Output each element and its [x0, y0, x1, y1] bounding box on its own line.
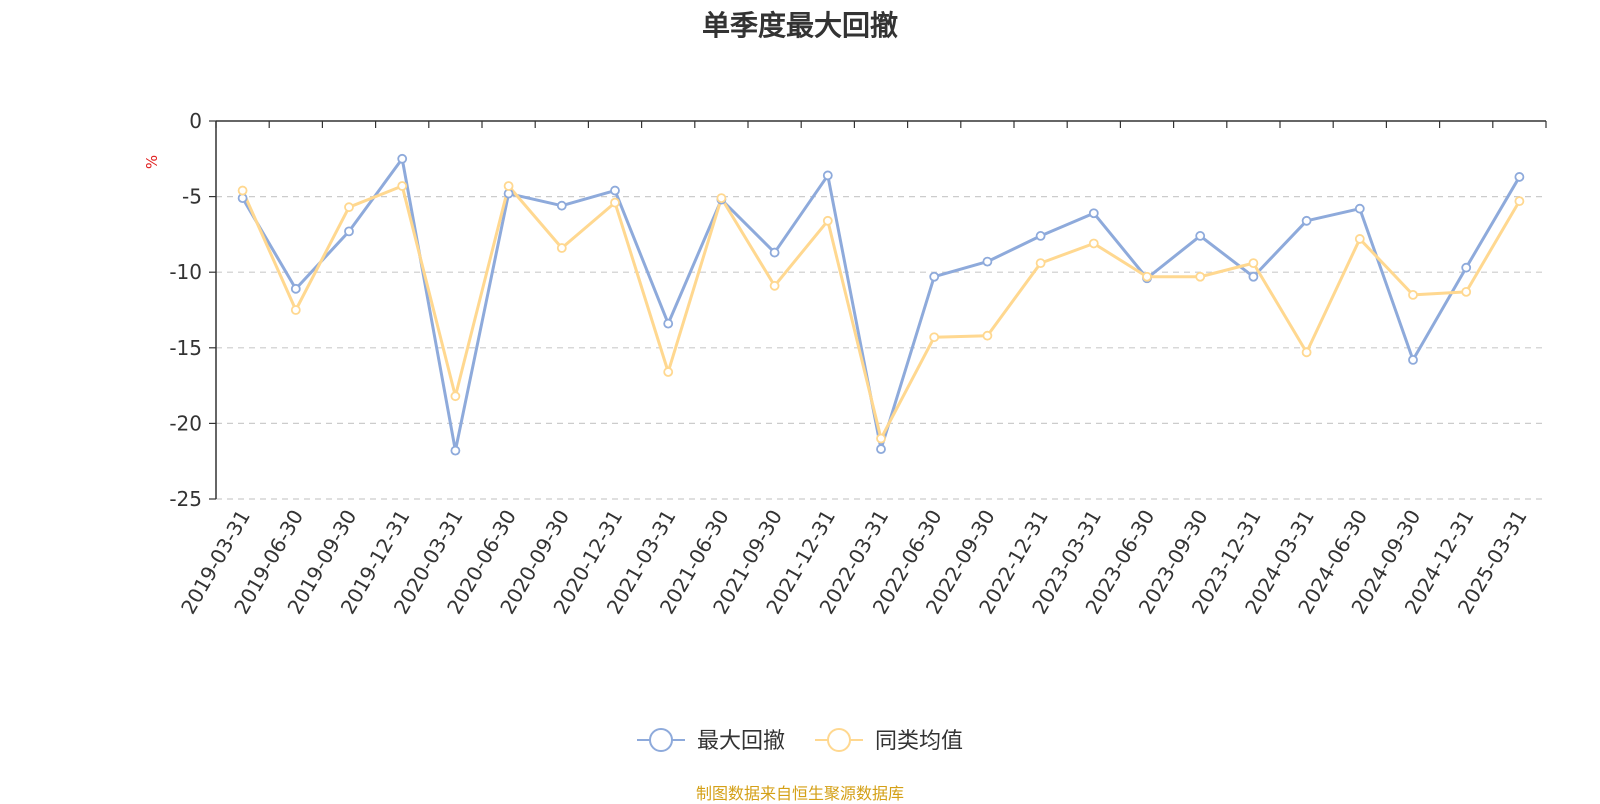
- legend-marker-2: [827, 728, 851, 752]
- y-axis-label: %: [143, 155, 161, 169]
- data-point-series-2: [1354, 234, 1365, 244]
- data-point-series-1: [822, 170, 833, 181]
- data-point-series-1: [610, 185, 620, 196]
- y-tick-label: 0: [189, 109, 202, 133]
- data-point-series-2: [1035, 258, 1046, 269]
- data-point-series-1: [344, 226, 354, 237]
- y-tick-label: -5: [182, 185, 202, 209]
- data-point-series-2: [1195, 271, 1206, 282]
- data-point-series-1: [1408, 354, 1418, 365]
- data-point-series-1: [663, 318, 674, 329]
- chart-title: 单季度最大回撤: [701, 9, 898, 42]
- data-point-series-2: [929, 332, 940, 343]
- data-point-series-1: [1248, 271, 1259, 282]
- data-point-series-1: [556, 200, 567, 211]
- data-point-series-1: [1514, 172, 1525, 182]
- data-point-series-2: [1142, 271, 1152, 282]
- data-point-series-2: [610, 197, 620, 208]
- data-point-series-1: [1195, 231, 1206, 241]
- data-point-series-2: [822, 215, 833, 226]
- data-point-series-1: [1461, 262, 1472, 273]
- data-point-series-1: [769, 247, 780, 258]
- y-tick-label: -10: [169, 260, 202, 284]
- data-point-series-2: [397, 181, 408, 191]
- data-point-series-2: [503, 181, 514, 191]
- data-point-series-2: [556, 243, 567, 253]
- data-point-series-1: [1035, 231, 1046, 241]
- data-point-series-2: [237, 185, 248, 196]
- data-point-series-1: [1088, 208, 1099, 219]
- data-point-series-2: [1088, 238, 1099, 249]
- data-point-series-1: [876, 444, 886, 455]
- data-point-series-2: [1301, 347, 1312, 358]
- legend-label-1: 最大回撤: [697, 729, 785, 754]
- data-point-series-2: [663, 367, 674, 377]
- legend-marker-1: [649, 728, 673, 752]
- series-line-2: [241, 184, 1521, 441]
- data-point-series-2: [716, 193, 727, 204]
- data-source-note: 制图数据来自恒生聚源数据库: [695, 784, 904, 803]
- data-point-series-1: [1354, 203, 1365, 214]
- y-tick-label: -25: [169, 487, 202, 511]
- data-point-series-1: [982, 256, 993, 267]
- data-point-series-2: [290, 305, 301, 315]
- data-point-series-1: [929, 271, 940, 282]
- data-point-series-2: [1461, 286, 1472, 297]
- y-tick-label: -15: [169, 336, 202, 360]
- data-point-series-2: [1248, 258, 1259, 269]
- data-point-series-1: [397, 153, 408, 164]
- data-point-series-2: [344, 202, 354, 213]
- data-point-series-1: [450, 445, 461, 456]
- data-point-series-2: [1408, 289, 1418, 300]
- y-tick-label: -20: [169, 411, 202, 435]
- data-point-series-2: [1514, 196, 1525, 207]
- legend-label-2: 同类均值: [875, 729, 963, 754]
- data-point-series-1: [290, 283, 301, 294]
- data-point-series-2: [982, 330, 993, 341]
- data-point-series-2: [876, 433, 886, 444]
- data-point-series-2: [450, 391, 461, 402]
- data-point-series-2: [769, 280, 780, 291]
- data-point-series-1: [1301, 215, 1312, 226]
